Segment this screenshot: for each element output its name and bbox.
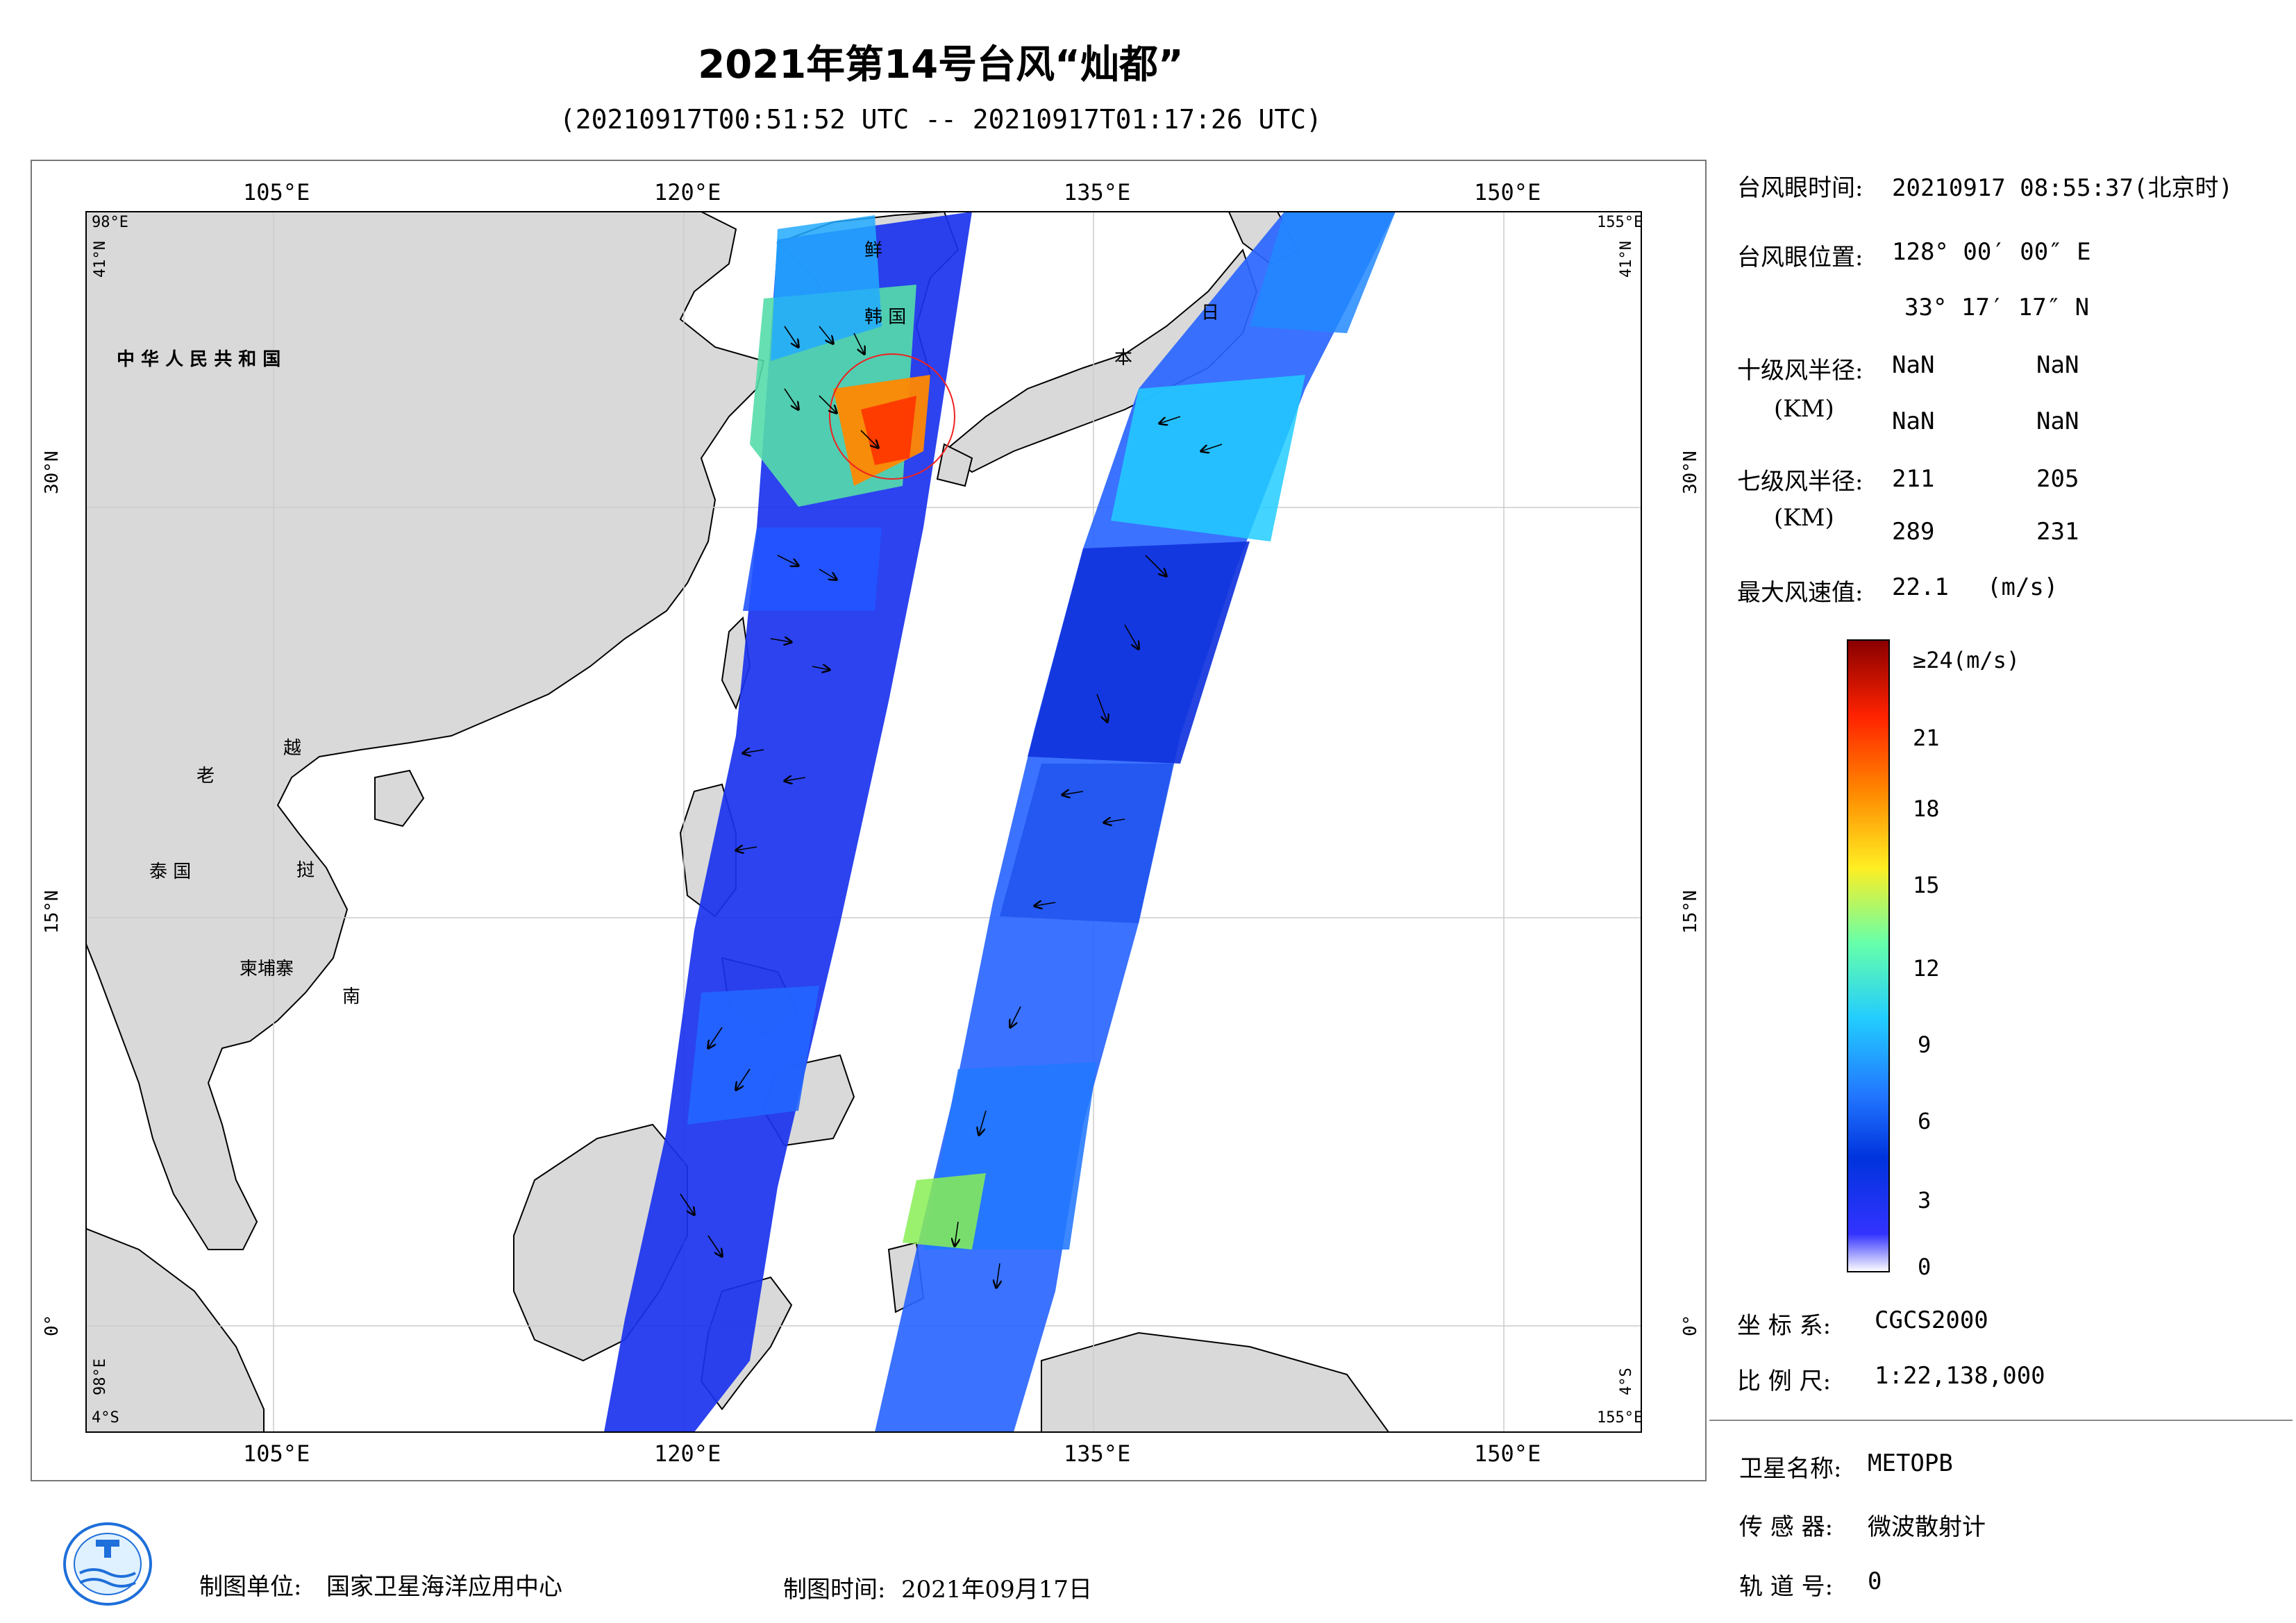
satellite-value: METOPB — [1868, 1449, 1953, 1477]
corner-bottom-right-lon: 155°E — [1597, 1409, 1643, 1427]
eye-position-lon: 128° 00′ 00″ E — [1892, 238, 2091, 266]
label-laos: 老 — [196, 766, 215, 787]
corner-top-left-lon: 98°E — [92, 214, 128, 231]
lat-label-right-0: 0° — [1680, 1314, 1701, 1336]
label-cambodia: 柬埔寨 — [240, 959, 294, 979]
colorbar-tick-3: 3 — [1918, 1187, 1932, 1213]
label-vietnam-2: 南 — [342, 986, 361, 1007]
r7-label: 七级风半径: — [1737, 468, 1863, 496]
sensor-value: 微波散射计 — [1868, 1513, 1986, 1541]
lat-label-left-0: 0° — [42, 1314, 62, 1336]
r10-value-4: NaN — [2036, 407, 2079, 435]
r7-value-2: 205 — [2036, 465, 2079, 493]
colorbar-top-label: ≥24(m/s) — [1913, 647, 2020, 673]
info-divider — [1709, 1420, 2293, 1421]
satellite-label: 卫星名称: — [1739, 1455, 1842, 1483]
graticule — [86, 212, 1641, 1432]
map-frame — [31, 160, 1707, 1481]
lat-label-left-15: 15°N — [42, 890, 62, 934]
scale-value: 1:22,138,000 — [1875, 1362, 2045, 1390]
lat-label-right-15: 15°N — [1680, 890, 1701, 934]
orbit-label: 轨 道 号: — [1739, 1573, 1834, 1601]
eye-time-value: 20210917 08:55:37(北京时) — [1892, 174, 2233, 202]
r10-value-2: NaN — [2036, 351, 2079, 379]
label-japan-1: 日 — [1201, 303, 1220, 323]
date-value: 2021年09月17日 — [901, 1576, 1093, 1604]
label-thailand: 泰 国 — [149, 861, 192, 882]
colorbar-tick-0: 0 — [1918, 1254, 1932, 1280]
lon-label-bottom-150: 150°E — [1474, 1440, 1541, 1467]
r7-unit: (KM) — [1774, 504, 1834, 532]
colorbar-tick-6: 6 — [1918, 1108, 1932, 1134]
corner-bottom-left-lon: 98°E — [92, 1359, 109, 1395]
label-vietnam-3: 挝 — [296, 860, 315, 881]
observation-time-range: (20210917T00:51:52 UTC -- 20210917T01:17… — [559, 104, 1323, 135]
r10-unit: (KM) — [1774, 395, 1834, 423]
r7-value-1: 211 — [1892, 465, 1935, 493]
colorbar-tick-12: 12 — [1913, 955, 1940, 982]
sensor-label: 传 感 器: — [1739, 1513, 1834, 1541]
max-wind-unit: (m/s) — [1987, 573, 2059, 601]
r10-value-1: NaN — [1892, 351, 1935, 379]
org-label: 制图单位: — [199, 1573, 302, 1601]
label-south-korea: 韩 国 — [864, 307, 907, 328]
wind-swath-east — [875, 212, 1396, 1432]
label-north-korea: 鲜 — [864, 240, 883, 261]
label-vietnam-1: 越 — [283, 738, 302, 759]
eye-position-lat: 33° 17′ 17″ N — [1904, 294, 2090, 321]
land-sumatra — [86, 1227, 265, 1432]
corner-bottom-right-lat: 4°S — [1618, 1368, 1635, 1395]
label-japan-2: 本 — [1114, 348, 1133, 369]
nsoas-logo-icon — [63, 1522, 152, 1606]
label-china: 中 华 人 民 共 和 国 — [117, 349, 281, 370]
lon-label-bottom-135: 135°E — [1064, 1440, 1131, 1467]
colorbar-tick-18: 18 — [1913, 796, 1940, 822]
corner-top-right-lat: 41°N — [1618, 241, 1635, 278]
colorbar-gradient — [1847, 639, 1890, 1272]
eye-time-label: 台风眼时间: — [1737, 174, 1863, 202]
land-hainan — [374, 769, 425, 827]
colorbar-tick-15: 15 — [1913, 872, 1940, 898]
crs-label: 坐 标 系: — [1737, 1312, 1832, 1340]
colorbar-tick-21: 21 — [1913, 725, 1940, 751]
r7-value-3: 289 — [1892, 518, 1935, 546]
land-new-guinea — [1041, 1331, 1390, 1432]
max-wind-label: 最大风速值: — [1737, 579, 1863, 607]
orbit-value: 0 — [1868, 1567, 1882, 1595]
corner-bottom-left-lat: 4°S — [92, 1409, 119, 1427]
r10-label: 十级风半径: — [1737, 357, 1863, 385]
corner-top-left-lat: 41°N — [92, 241, 109, 278]
page-title: 2021年第14号台风“灿都” — [698, 42, 1184, 87]
crs-value: CGCS2000 — [1875, 1306, 1988, 1334]
lat-label-right-30: 30°N — [1680, 451, 1701, 494]
lon-label-top-120: 120°E — [654, 179, 721, 205]
corner-top-right-lon: 155°E — [1597, 214, 1643, 231]
lon-label-top-135: 135°E — [1064, 179, 1131, 205]
eye-position-label: 台风眼位置: — [1737, 244, 1863, 271]
colorbar-tick-9: 9 — [1918, 1032, 1932, 1058]
date-label: 制图时间: — [783, 1576, 886, 1604]
lon-label-bottom-105: 105°E — [243, 1440, 310, 1467]
lat-label-left-30: 30°N — [42, 451, 62, 494]
r7-value-4: 231 — [2036, 518, 2079, 546]
typhoon-wind-radius-circle — [829, 353, 955, 480]
lon-label-top-150: 150°E — [1474, 179, 1541, 205]
org-value: 国家卫星海洋应用中心 — [326, 1573, 562, 1601]
r10-value-3: NaN — [1892, 407, 1935, 435]
scale-label: 比 例 尺: — [1737, 1368, 1832, 1395]
max-wind-value: 22.1 — [1892, 573, 1949, 601]
lon-label-top-105: 105°E — [243, 179, 310, 205]
lon-label-bottom-120: 120°E — [654, 1440, 721, 1467]
wind-vectors — [680, 326, 1223, 1288]
land-japan-kyushu — [936, 443, 973, 487]
